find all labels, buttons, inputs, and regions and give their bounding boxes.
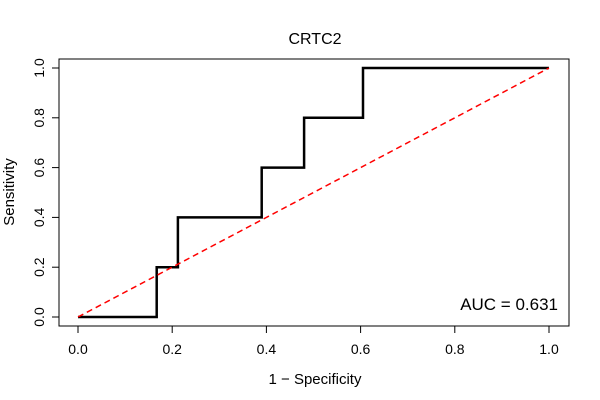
x-axis-title: 1 − Specificity	[269, 371, 362, 388]
y-axis: 0.0 0.2 0.4 0.6 0.8 1.0	[31, 58, 60, 327]
y-axis-title: Sensitivity	[1, 158, 18, 226]
auc-annotation: AUC = 0.631	[460, 295, 558, 314]
y-tick-label: 0.6	[31, 158, 47, 178]
x-tick-label: 0.0	[68, 341, 88, 357]
roc-curve-line	[78, 66, 549, 319]
series-layer	[77, 66, 550, 319]
y-tick-label: 0.8	[31, 108, 47, 128]
y-tick-label: 0.0	[31, 307, 47, 327]
y-tick-label: 0.2	[31, 257, 47, 277]
y-tick-label: 1.0	[31, 58, 47, 78]
x-tick-label: 1.0	[539, 341, 559, 357]
x-tick-label: 0.8	[445, 341, 465, 357]
x-tick-label: 0.4	[257, 341, 277, 357]
x-axis: 0.0 0.2 0.4 0.6 0.8 1.0	[68, 325, 559, 357]
chance-diagonal-line	[77, 67, 550, 318]
y-tick-label: 0.4	[31, 207, 47, 227]
chart-title: CRTC2	[288, 31, 341, 48]
x-tick-label: 0.2	[162, 341, 182, 357]
x-tick-label: 0.6	[351, 341, 371, 357]
